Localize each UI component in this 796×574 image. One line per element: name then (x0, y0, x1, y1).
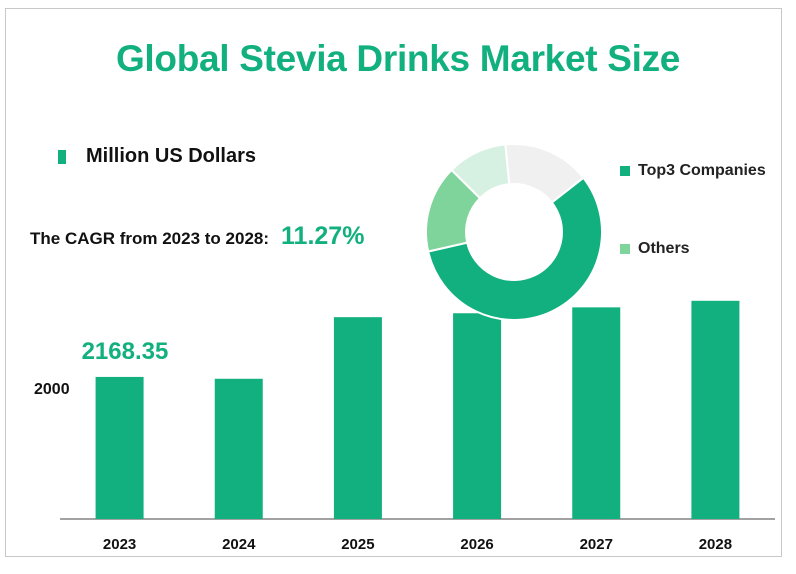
donut-legend-item-others: Others (620, 240, 690, 258)
chart-frame (5, 8, 782, 557)
bar-data-label: 2168.35 (82, 338, 169, 365)
cagr-value: 11.27% (281, 222, 365, 250)
donut-legend-label: Top3 Companies (638, 162, 766, 179)
bar-2028 (691, 300, 740, 519)
chart-title: Global Stevia Drinks Market Size (115, 38, 681, 79)
x-tick-label: 2024 (222, 536, 256, 553)
donut-slice-3 (504, 143, 585, 204)
donut-legend-label: Others (638, 240, 690, 257)
donut-slice-0 (426, 176, 603, 321)
bar-2027 (572, 307, 621, 519)
x-tick-label: 2023 (103, 536, 136, 553)
unit-legend: Million US Dollars (58, 145, 256, 168)
donut-legend-swatch (620, 244, 630, 254)
bar-2026 (453, 313, 502, 519)
x-tick-label: 2027 (580, 536, 613, 553)
unit-legend-swatch (58, 149, 66, 164)
bar-2025 (333, 317, 382, 519)
x-tick-label: 2028 (699, 536, 732, 553)
y-tick-label: 2000 (34, 381, 70, 398)
unit-legend-label: Million US Dollars (86, 145, 257, 167)
bar-2024 (214, 378, 263, 519)
cagr-annotation: The CAGR from 2023 to 2028: 11.27% (30, 222, 364, 251)
donut-legend-swatch (620, 166, 630, 176)
x-tick-label: 2026 (460, 536, 493, 553)
x-tick-label: 2025 (341, 536, 374, 553)
cagr-label: The CAGR from 2023 to 2028: (30, 229, 270, 248)
donut-legend-item-top3: Top3 Companies (620, 162, 766, 180)
bar-2023 (95, 376, 144, 519)
